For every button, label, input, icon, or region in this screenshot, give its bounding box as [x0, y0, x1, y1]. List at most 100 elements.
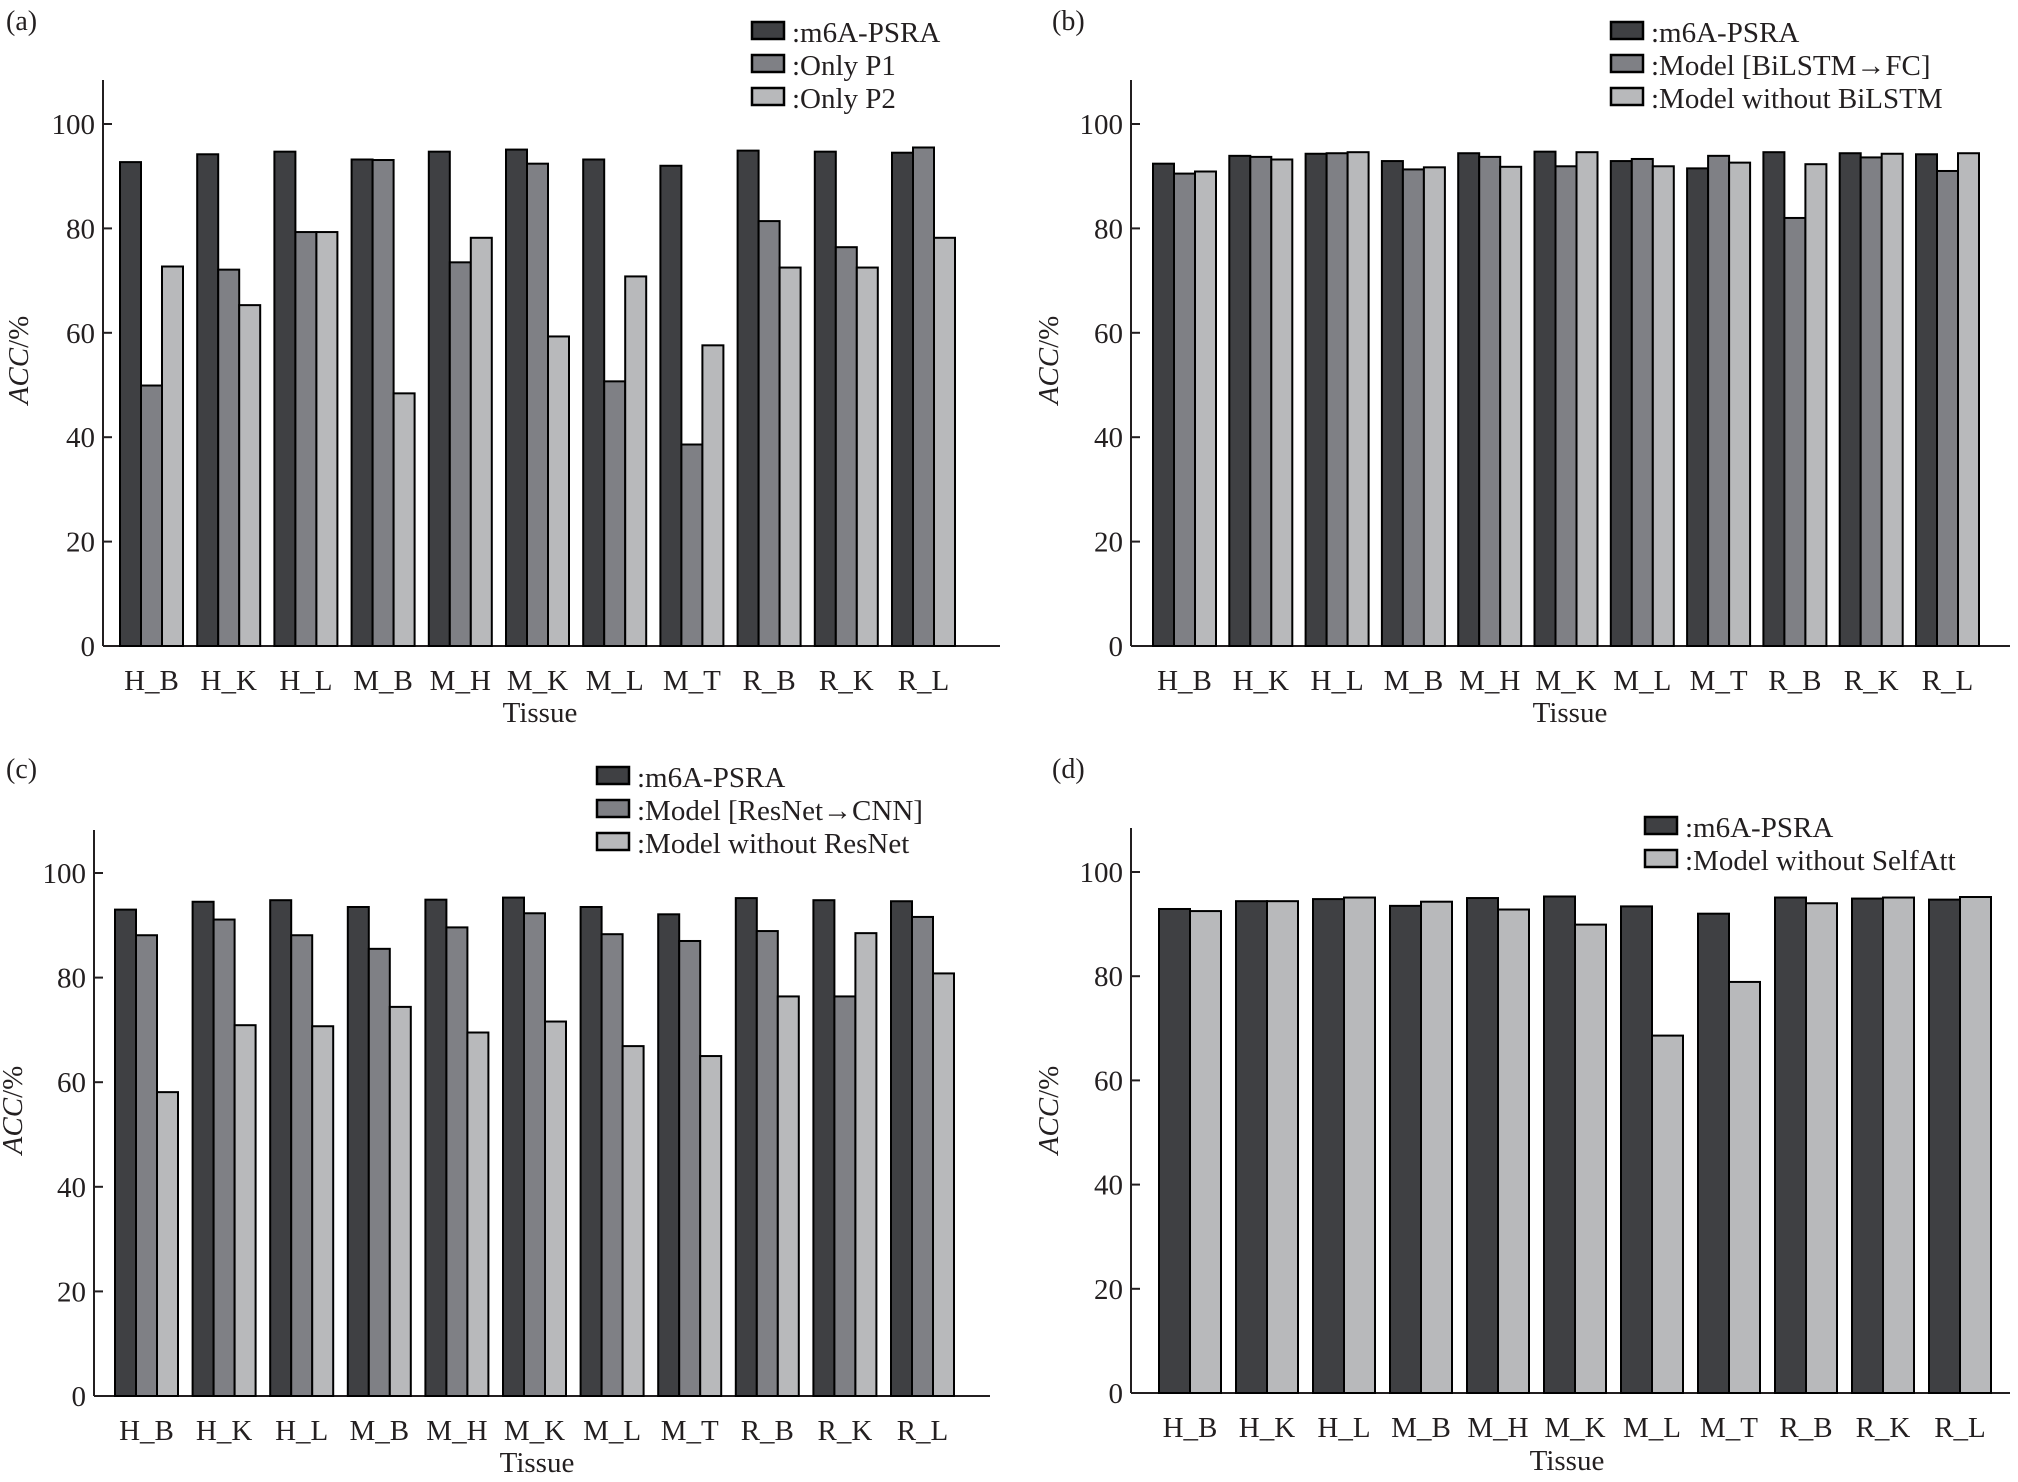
bar	[135, 934, 158, 1397]
bar	[1762, 151, 1786, 648]
bar	[1574, 923, 1607, 1394]
bar	[1859, 156, 1883, 648]
x-tick-label: M_H	[426, 1415, 487, 1447]
legend-label: :Model [BiLSTM→FC]	[1651, 50, 1931, 82]
bar	[1959, 896, 1992, 1394]
y-tick-label: 100	[52, 109, 96, 141]
legend-label: :m6A-PSRA	[1685, 812, 1833, 844]
bar	[1543, 895, 1576, 1394]
legend-swatch	[750, 20, 786, 41]
y-tick-label: 60	[1094, 318, 1123, 350]
y-axis-title-var: ACC	[3, 347, 35, 406]
legend-swatch	[595, 831, 631, 852]
legend-swatch	[595, 798, 631, 819]
x-tick-label: H_L	[1311, 665, 1364, 697]
y-tick-label: 40	[1094, 1170, 1123, 1202]
x-tick-label: R_L	[1934, 1412, 1986, 1444]
bar	[1457, 152, 1481, 647]
bar	[1957, 152, 1980, 647]
y-tick-label: 20	[57, 1276, 86, 1308]
bar	[311, 1025, 335, 1397]
y-axis-title: ACC/%	[3, 316, 35, 407]
bar	[603, 380, 627, 647]
bar	[1466, 897, 1499, 1394]
bar	[1882, 896, 1915, 1394]
bar	[294, 231, 318, 648]
bar	[1478, 155, 1502, 648]
y-tick-label: 0	[72, 1381, 87, 1413]
bar	[755, 930, 779, 1397]
bar	[1420, 900, 1453, 1395]
bar	[579, 905, 603, 1397]
x-tick-label: M_B	[1384, 665, 1444, 697]
y-tick-label: 100	[1080, 857, 1124, 889]
bar	[736, 149, 760, 647]
y-axis-title-unit: /%	[3, 316, 35, 348]
bar	[734, 897, 758, 1397]
legend-label: :Model without ResNet	[637, 828, 909, 860]
bar	[891, 151, 914, 648]
legend-swatch	[750, 53, 786, 74]
legend-swatch	[750, 86, 786, 107]
legend-label: :m6A-PSRA	[637, 762, 785, 794]
bar	[1499, 165, 1523, 648]
x-tick-label: R_K	[818, 1415, 873, 1447]
x-tick-label: R_L	[898, 665, 950, 697]
bar	[890, 900, 913, 1397]
bar	[1389, 904, 1422, 1394]
y-tick-label: 100	[43, 858, 87, 890]
y-tick-label: 0	[81, 631, 96, 663]
y-axis-title-var: ACC	[1033, 1097, 1065, 1156]
bar	[1620, 905, 1653, 1394]
bar	[191, 900, 215, 1397]
bar	[273, 150, 297, 648]
bar	[1554, 165, 1578, 647]
bar	[269, 899, 293, 1397]
legend-label: :Model without BiLSTM	[1651, 83, 1943, 115]
panel-b: (b) 0 20 40 60 80 100 H_B H_K H_L M_B M_H M_K M_L M_T R…	[1033, 6, 2010, 729]
bar	[469, 236, 493, 648]
bar	[1928, 898, 1961, 1394]
x-tick-label: H_B	[124, 665, 179, 697]
legend-label: :Only P2	[792, 83, 896, 115]
bar	[392, 392, 416, 647]
legend-swatch	[1643, 815, 1679, 836]
bar	[1804, 163, 1828, 647]
bar	[776, 995, 800, 1397]
x-tick-label: R_K	[819, 665, 874, 697]
bar	[912, 146, 935, 648]
x-tick-label: M_K	[507, 665, 568, 697]
y-tick-label: 80	[1094, 961, 1123, 993]
y-tick-label: 80	[66, 213, 95, 245]
bar	[196, 153, 220, 647]
bar	[813, 150, 837, 648]
x-tick-label: H_K	[1233, 665, 1289, 697]
x-tick-label: M_T	[661, 1415, 719, 1447]
x-tick-label: M_H	[1467, 1412, 1528, 1444]
bar	[778, 266, 802, 647]
bar	[582, 158, 606, 647]
y-tick-label: 60	[57, 1067, 86, 1099]
x-tick-label: R_B	[1779, 1412, 1832, 1444]
bar	[1266, 900, 1299, 1395]
x-tick-label: M_K	[1535, 665, 1596, 697]
bar	[1228, 154, 1252, 647]
bar	[1533, 150, 1557, 648]
bar	[678, 939, 702, 1397]
x-tick-label: M_L	[586, 665, 644, 697]
bar	[600, 933, 624, 1397]
bar	[1343, 896, 1376, 1394]
x-tick-label: H_L	[1317, 1412, 1370, 1444]
bar	[217, 268, 241, 647]
panel-d: (d) 0 20 40 60 80 100 H_B H_K H_L M_B M_H M_K M_L M_T R…	[1033, 754, 2010, 1477]
x-tick-label: H_B	[119, 1415, 174, 1447]
bar	[1152, 162, 1175, 647]
bar	[114, 908, 137, 1397]
bar	[161, 265, 184, 647]
panel-label: (a)	[6, 6, 37, 37]
y-axis-title-unit: /%	[1033, 316, 1065, 348]
bar	[1189, 910, 1222, 1394]
legend-label: :m6A-PSRA	[1651, 17, 1799, 49]
bar	[350, 158, 374, 647]
bar	[657, 913, 681, 1398]
